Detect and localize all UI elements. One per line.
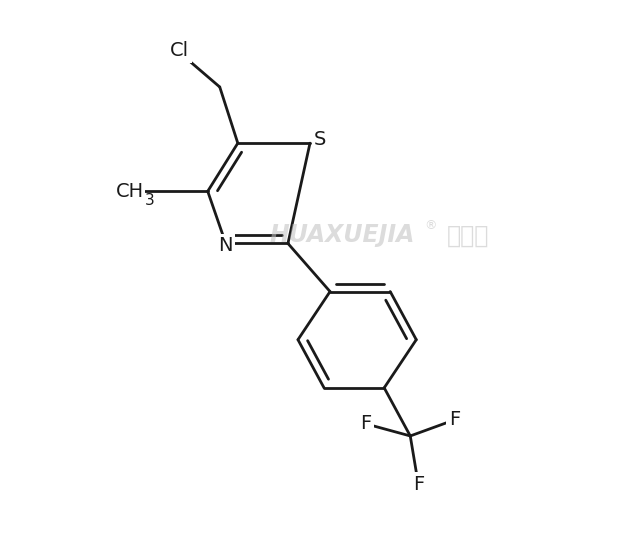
Text: F: F [412, 474, 424, 494]
Text: F: F [361, 414, 372, 433]
Text: N: N [218, 236, 233, 255]
Text: ®: ® [424, 219, 437, 232]
Text: HUAXUEJIA: HUAXUEJIA [270, 223, 415, 247]
Text: 化学加: 化学加 [446, 223, 489, 247]
Text: F: F [449, 410, 460, 430]
Text: S: S [314, 130, 326, 149]
Text: Cl: Cl [170, 42, 189, 60]
Text: 3: 3 [144, 194, 154, 209]
Text: CH: CH [115, 182, 144, 201]
